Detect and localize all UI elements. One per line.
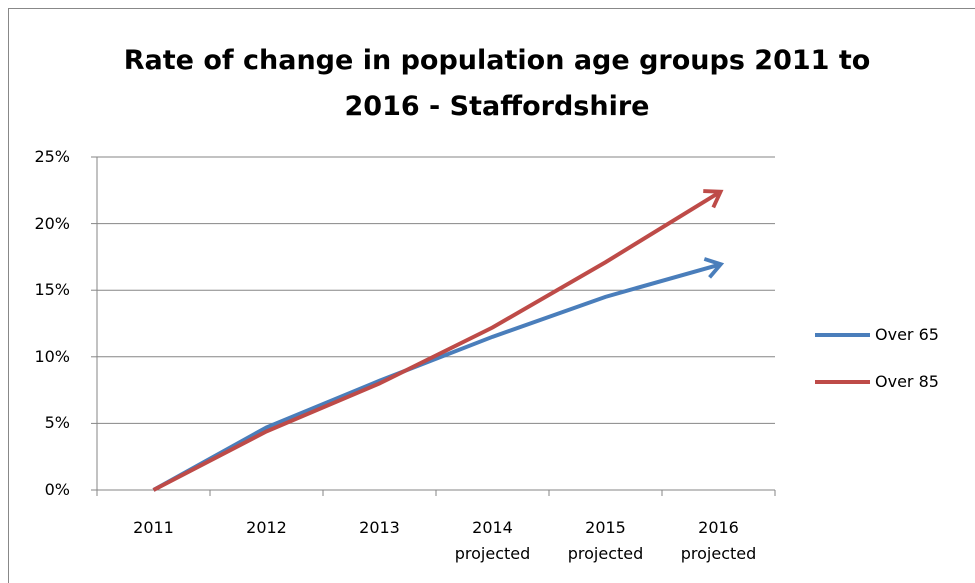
- series-line: [152, 189, 724, 492]
- y-tick-label: 25%: [34, 147, 70, 166]
- legend-label: Over 65: [875, 325, 939, 344]
- legend-label: Over 85: [875, 372, 939, 391]
- y-tick-label: 0%: [44, 480, 70, 499]
- y-tick-label: 15%: [34, 280, 70, 300]
- y-tick-label: 5%: [44, 413, 70, 433]
- x-tick-label: 2013: [359, 518, 400, 537]
- y-tick-label: 20%: [34, 213, 70, 233]
- series-line: [152, 257, 725, 492]
- y-tick-label: 10%: [34, 346, 70, 366]
- x-tick-label: 2011: [133, 518, 174, 537]
- x-tick-label: 2012: [246, 518, 287, 537]
- chart-title: Rate of change in population age groups …: [123, 45, 871, 122]
- x-tick-label: 2014 projected: [454, 518, 531, 563]
- x-tick-label: 2016 projected: [680, 518, 757, 563]
- chart-border: [8, 8, 975, 583]
- x-tick-label: 2015 projected: [567, 518, 644, 563]
